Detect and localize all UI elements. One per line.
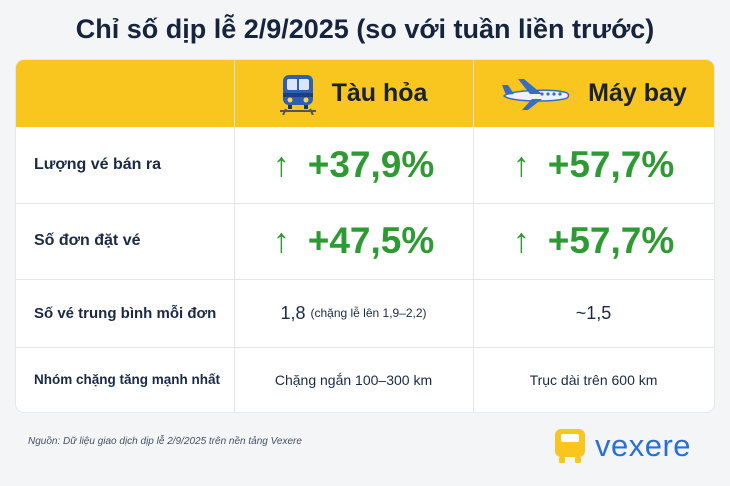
up-arrow-icon: ↑ bbox=[272, 221, 290, 260]
value-note: (chặng lễ lên 1,9–2,2) bbox=[310, 306, 427, 320]
column-header-plane: Máy bay bbox=[473, 60, 714, 127]
train-tickets-sold-value: ↑ +37,9% bbox=[234, 127, 473, 203]
train-icon bbox=[279, 74, 316, 115]
value-text: +47,5% bbox=[307, 220, 435, 261]
column-divider bbox=[473, 60, 474, 412]
row-label-tickets-sold: Lượng vé bán ra bbox=[34, 156, 161, 173]
up-arrow-icon: ↑ bbox=[272, 145, 290, 184]
plane-tickets-sold-value: ↑ +57,7% bbox=[473, 127, 714, 203]
source-footnote: Nguồn: Dữ liệu giao dịch dịp lễ 2/9/2025… bbox=[28, 436, 302, 447]
page-title: Chỉ số dịp lễ 2/9/2025 (so với tuần liền… bbox=[75, 14, 655, 44]
value-text: 1,8 bbox=[280, 302, 306, 323]
bus-logo-icon bbox=[555, 429, 585, 463]
train-top-route-value: Chặng ngắn 100–300 km bbox=[274, 371, 433, 388]
value-text: +57,7% bbox=[547, 220, 675, 261]
row-divider bbox=[16, 279, 714, 280]
plane-orders-value: ↑ +57,7% bbox=[473, 203, 714, 279]
row-divider bbox=[16, 203, 714, 204]
row-label-orders: Số đơn đặt vé bbox=[34, 232, 141, 249]
logo-text: vexere bbox=[595, 428, 692, 463]
row-label-top-route-group: Nhóm chặng tăng mạnh nhất bbox=[34, 372, 221, 387]
column-divider bbox=[234, 60, 235, 412]
stats-table: Tàu hỏa Máy bay Lượng vé bán ra ↑ +37,9%… bbox=[16, 60, 714, 412]
column-label-plane: Máy bay bbox=[588, 79, 687, 107]
column-header-train: Tàu hỏa bbox=[234, 60, 473, 127]
row-divider bbox=[16, 347, 714, 348]
column-label-train: Tàu hỏa bbox=[331, 79, 428, 107]
up-arrow-icon: ↑ bbox=[512, 145, 530, 184]
airplane-icon bbox=[502, 78, 570, 110]
plane-top-route-value: Trục dài trên 600 km bbox=[529, 371, 658, 388]
table-header bbox=[16, 60, 714, 127]
row-label-avg-tickets: Số vé trung bình mỗi đơn bbox=[34, 304, 217, 322]
vexere-logo: vexere bbox=[553, 426, 691, 466]
value-text: +37,9% bbox=[307, 144, 435, 185]
train-avg-tickets-value: 1,8 (chặng lễ lên 1,9–2,2) bbox=[234, 279, 473, 347]
value-text: +57,7% bbox=[547, 144, 675, 185]
train-orders-value: ↑ +47,5% bbox=[234, 203, 473, 279]
up-arrow-icon: ↑ bbox=[512, 221, 530, 260]
plane-avg-tickets-value: ~1,5 bbox=[575, 302, 612, 323]
